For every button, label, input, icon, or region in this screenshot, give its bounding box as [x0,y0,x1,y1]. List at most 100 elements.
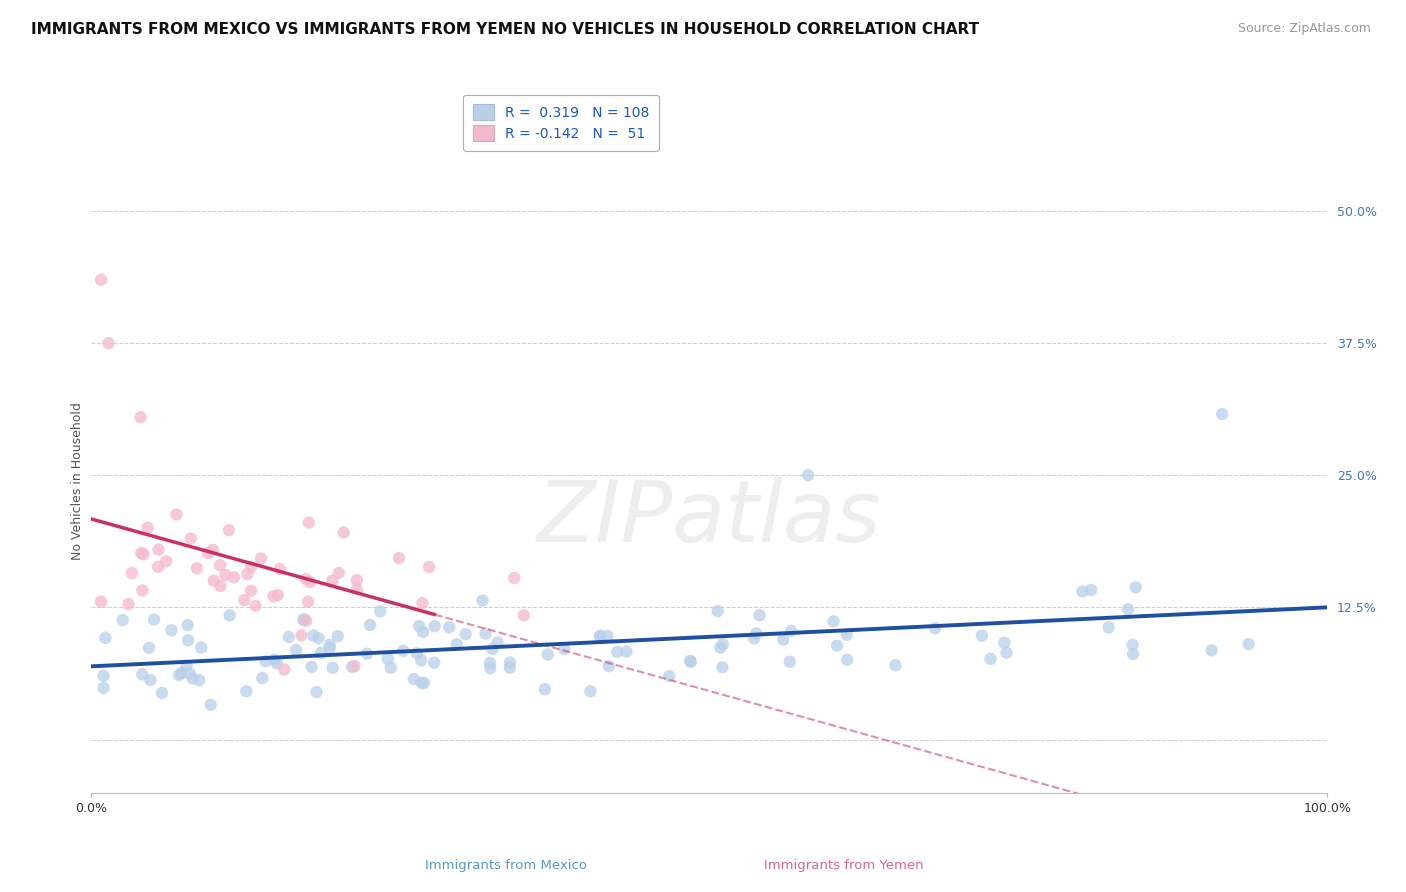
Point [598,659,620,673]
Point [252,671,274,685]
Point [131,583,153,598]
Point [305,685,328,699]
Point [589,629,612,643]
Point [454,627,477,641]
Text: Immigrants from Yemen: Immigrants from Yemen [763,859,924,872]
Point [439,620,461,634]
Point [285,643,308,657]
Point [266,657,288,671]
Point [474,626,496,640]
Point [589,629,612,643]
Point [1201,643,1223,657]
Point [343,659,366,673]
Point [222,570,245,584]
Point [1237,637,1260,651]
Point [150,686,173,700]
Point [503,571,526,585]
Point [277,630,299,644]
Point [166,508,188,522]
Point [93,681,115,695]
Point [233,593,256,607]
Point [186,561,208,575]
Point [481,641,503,656]
Point [711,637,734,651]
Point [423,619,446,633]
Point [368,604,391,618]
Point [1080,583,1102,598]
Point [295,614,318,628]
Point [160,624,183,638]
Point [93,669,115,683]
Point [94,631,117,645]
Point [318,638,340,652]
Point [180,532,202,546]
Point [742,632,765,646]
Point [322,661,344,675]
Point [709,640,731,655]
Point [412,624,434,639]
Point [262,589,284,603]
Point [537,648,560,662]
Point [970,629,993,643]
Point [748,608,770,623]
Point [797,468,820,483]
Point [254,654,277,668]
Point [319,640,342,655]
Point [446,637,468,651]
Point [1122,638,1144,652]
Text: Immigrants from Mexico: Immigrants from Mexico [425,859,588,872]
Point [412,676,434,690]
Point [328,566,350,580]
Point [290,628,312,642]
Y-axis label: No Vehicles in Household: No Vehicles in Household [72,401,84,559]
Point [486,635,509,649]
Point [418,560,440,574]
Point [181,672,204,686]
Point [132,548,155,562]
Point [411,676,433,690]
Point [143,613,166,627]
Point [294,572,316,586]
Point [208,558,231,573]
Point [658,669,681,683]
Point [90,594,112,608]
Point [513,608,536,623]
Point [745,626,768,640]
Point [1116,602,1139,616]
Point [392,644,415,658]
Point [263,653,285,667]
Point [117,597,139,611]
Point [478,656,501,670]
Point [402,672,425,686]
Text: ZIPatlas: ZIPatlas [537,476,882,559]
Point [499,656,522,670]
Point [711,660,734,674]
Point [553,642,575,657]
Point [148,542,170,557]
Point [297,595,319,609]
Point [167,668,190,682]
Point [239,560,262,574]
Point [299,574,322,589]
Point [616,644,638,658]
Point [1071,584,1094,599]
Point [380,661,402,675]
Point [1211,407,1233,421]
Point [423,656,446,670]
Point [995,646,1018,660]
Point [240,583,263,598]
Legend: R =  0.319   N = 108, R = -0.142   N =  51: R = 0.319 N = 108, R = -0.142 N = 51 [463,95,659,151]
Point [139,673,162,687]
Point [579,684,602,698]
Point [294,612,316,626]
Point [218,608,240,623]
Point [250,551,273,566]
Point [176,658,198,673]
Point [269,562,291,576]
Point [1122,647,1144,661]
Point [214,568,236,582]
Point [359,618,381,632]
Point [471,593,494,607]
Point [97,336,120,351]
Point [823,615,845,629]
